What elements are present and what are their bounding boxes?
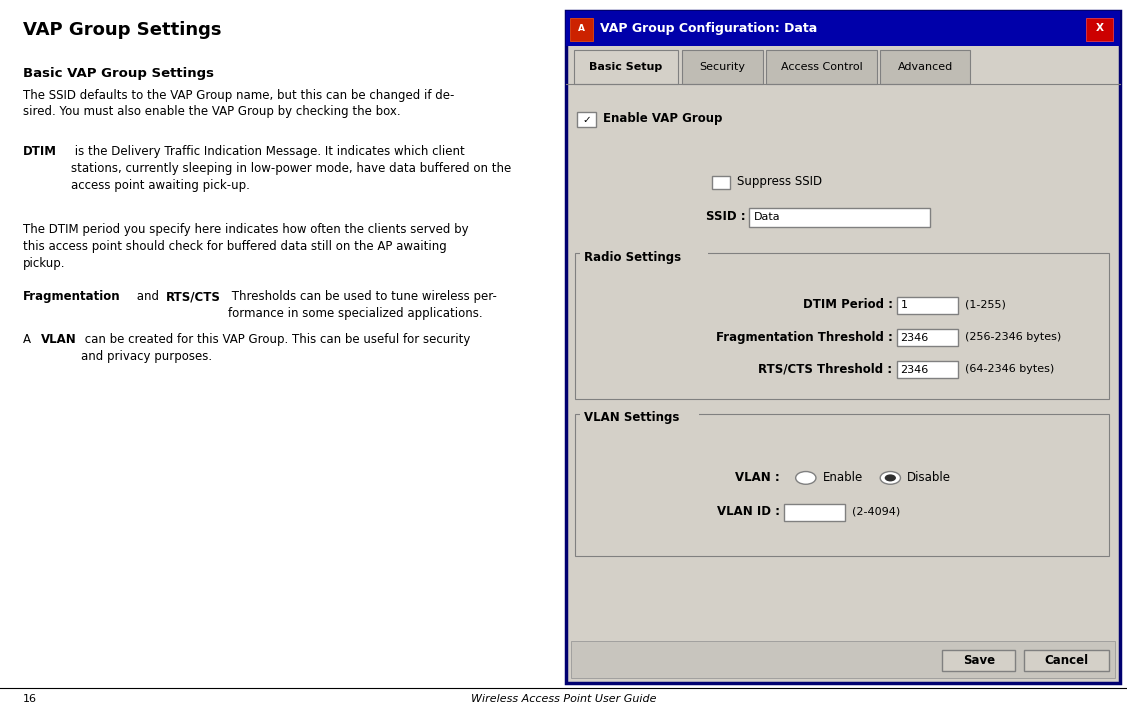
Text: The DTIM period you specify here indicates how often the clients served by
this : The DTIM period you specify here indicat… — [23, 223, 468, 270]
Text: Advanced: Advanced — [897, 62, 953, 72]
Bar — [749, 208, 930, 227]
Text: Wireless Access Point User Guide: Wireless Access Point User Guide — [471, 694, 656, 704]
Bar — [575, 253, 1109, 399]
Bar — [897, 297, 958, 314]
Bar — [712, 176, 730, 189]
Bar — [1024, 650, 1109, 671]
Bar — [575, 414, 1109, 556]
Text: Enable: Enable — [823, 472, 863, 484]
Bar — [574, 50, 678, 84]
Text: SSID :: SSID : — [707, 210, 746, 223]
Text: ✓: ✓ — [583, 115, 591, 125]
Text: Thresholds can be used to tune wireless per-
formance in some specialized applic: Thresholds can be used to tune wireless … — [228, 290, 497, 320]
Text: Access Control: Access Control — [781, 62, 862, 72]
Text: VAP Group Configuration: Data: VAP Group Configuration: Data — [600, 22, 817, 35]
Text: VLAN: VLAN — [41, 333, 77, 346]
Bar — [766, 50, 877, 84]
Text: 16: 16 — [23, 694, 36, 704]
Bar — [580, 410, 699, 424]
Text: RTS/CTS: RTS/CTS — [166, 290, 221, 303]
Circle shape — [880, 472, 900, 484]
Text: RTS/CTS Threshold :: RTS/CTS Threshold : — [758, 362, 893, 375]
Bar — [577, 112, 596, 127]
Text: Disable: Disable — [907, 472, 951, 484]
Text: Enable VAP Group: Enable VAP Group — [603, 113, 722, 125]
Text: Cancel: Cancel — [1045, 654, 1089, 667]
Bar — [897, 361, 958, 378]
Text: Save: Save — [962, 654, 995, 667]
Bar — [897, 329, 958, 346]
Text: Suppress SSID: Suppress SSID — [737, 176, 823, 188]
Text: 2346: 2346 — [900, 365, 929, 375]
Text: (1-255): (1-255) — [965, 299, 1005, 309]
Bar — [1086, 18, 1113, 41]
Text: (64-2346 bytes): (64-2346 bytes) — [965, 364, 1054, 374]
Text: 1: 1 — [900, 300, 907, 310]
Text: DTIM Period :: DTIM Period : — [802, 298, 893, 311]
Text: VLAN ID :: VLAN ID : — [717, 506, 780, 518]
Text: DTIM: DTIM — [23, 145, 56, 158]
Text: and: and — [133, 290, 162, 303]
Circle shape — [796, 472, 816, 484]
Text: 2346: 2346 — [900, 333, 929, 343]
Text: can be created for this VAP Group. This can be useful for security
and privacy p: can be created for this VAP Group. This … — [81, 333, 470, 362]
Bar — [942, 650, 1015, 671]
Text: VLAN :: VLAN : — [735, 472, 780, 484]
Bar — [580, 249, 708, 263]
Text: is the Delivery Traffic Indication Message. It indicates which client
stations, : is the Delivery Traffic Indication Messa… — [71, 145, 512, 192]
Text: A: A — [578, 24, 585, 33]
Text: Basic VAP Group Settings: Basic VAP Group Settings — [23, 67, 213, 80]
Circle shape — [885, 474, 896, 481]
Text: X: X — [1095, 23, 1104, 33]
Bar — [566, 11, 1120, 46]
Text: (2-4094): (2-4094) — [852, 507, 900, 517]
Text: Data: Data — [754, 212, 781, 222]
Text: (256-2346 bytes): (256-2346 bytes) — [965, 332, 1061, 342]
Text: VAP Group Settings: VAP Group Settings — [23, 21, 221, 39]
Text: Fragmentation Threshold :: Fragmentation Threshold : — [716, 331, 893, 343]
Text: Basic Setup: Basic Setup — [589, 62, 663, 72]
Text: A: A — [23, 333, 34, 346]
Text: The SSID defaults to the VAP Group name, but this can be changed if de-
sired. Y: The SSID defaults to the VAP Group name,… — [23, 88, 454, 118]
Text: VLAN Settings: VLAN Settings — [584, 411, 680, 424]
Bar — [784, 504, 845, 521]
Bar — [682, 50, 763, 84]
Bar — [570, 18, 593, 41]
Text: Fragmentation: Fragmentation — [23, 290, 121, 303]
Bar — [566, 11, 1120, 683]
Bar — [571, 641, 1115, 678]
Text: Radio Settings: Radio Settings — [584, 251, 681, 263]
Text: Security: Security — [700, 62, 745, 72]
Bar — [880, 50, 970, 84]
